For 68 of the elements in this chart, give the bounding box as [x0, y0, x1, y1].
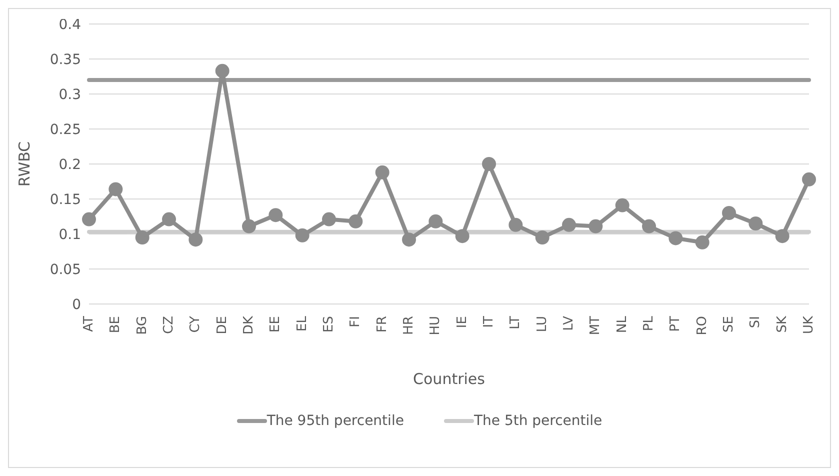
x-tick-label: NL [614, 315, 630, 333]
x-tick-label: LV [562, 316, 576, 331]
x-tick-label: EL [294, 315, 310, 332]
x-tick-label: HR [402, 316, 416, 335]
point [775, 229, 790, 244]
point [588, 219, 603, 234]
x-tick-label: RO [694, 316, 710, 336]
point [642, 219, 656, 234]
point [295, 228, 310, 242]
point [455, 229, 470, 244]
y-tick-label: 0.35 [50, 52, 81, 68]
y-axis-title: RWBC [15, 141, 34, 187]
point [748, 216, 763, 230]
x-tick-label: LT [508, 316, 524, 330]
y-tick-label: 0.2 [58, 156, 81, 173]
y-tick-label: 0.3 [58, 86, 81, 103]
point [802, 172, 816, 186]
point [722, 206, 736, 220]
legend-label: The 5th percentile [474, 413, 602, 429]
x-tick-label: LU [534, 316, 550, 332]
x-tick-label: PT [668, 316, 684, 332]
y-tick-label: 0.15 [50, 192, 81, 208]
x-tick-label: SI [748, 316, 764, 328]
point [108, 182, 123, 196]
x-axis-title: Countries [413, 370, 486, 388]
x-tick-label: MT [588, 316, 604, 336]
x-tick-label: DK [242, 316, 256, 335]
x-tick-label: FR [374, 316, 390, 333]
point [695, 235, 710, 250]
x-tick-label: BG [134, 316, 150, 335]
x-tick-label: UK [802, 316, 816, 334]
point [348, 214, 363, 228]
point [375, 165, 390, 180]
point [215, 64, 230, 78]
x-tick-label: FI [348, 316, 364, 328]
point [402, 232, 416, 247]
point [508, 218, 523, 232]
x-tick-label: CY [188, 316, 204, 333]
x-tick-label: HU [428, 316, 444, 336]
y-tick-label: 0.05 [50, 262, 81, 278]
point [322, 212, 336, 226]
x-tick-label: SE [722, 316, 736, 332]
x-tick-label: BE [108, 316, 124, 334]
x-tick-label: IE [454, 316, 470, 328]
point [482, 157, 496, 171]
point [615, 198, 630, 212]
point [668, 231, 683, 246]
point [535, 230, 550, 244]
x-tick-label: ES [322, 316, 336, 332]
x-tick-label: EE [268, 316, 284, 332]
y-tick-label: 0.1 [58, 226, 81, 243]
x-tick-label: DE [214, 316, 230, 334]
point [188, 232, 203, 247]
x-tick-label: AT [82, 316, 96, 332]
point [82, 212, 96, 226]
x-tick-label: IT [482, 316, 496, 328]
legend-label: The 95th percentile [266, 413, 404, 429]
y-tick-label: 0 [72, 296, 81, 313]
x-tick-label: CZ [162, 316, 176, 334]
x-tick-label: SK [774, 316, 790, 333]
point [242, 219, 256, 234]
point [162, 212, 176, 226]
point [428, 214, 443, 228]
point [135, 230, 150, 244]
y-tick-label: 0.25 [50, 122, 81, 138]
x-tick-label: PL [642, 315, 656, 332]
point [562, 218, 576, 232]
point [268, 208, 283, 222]
